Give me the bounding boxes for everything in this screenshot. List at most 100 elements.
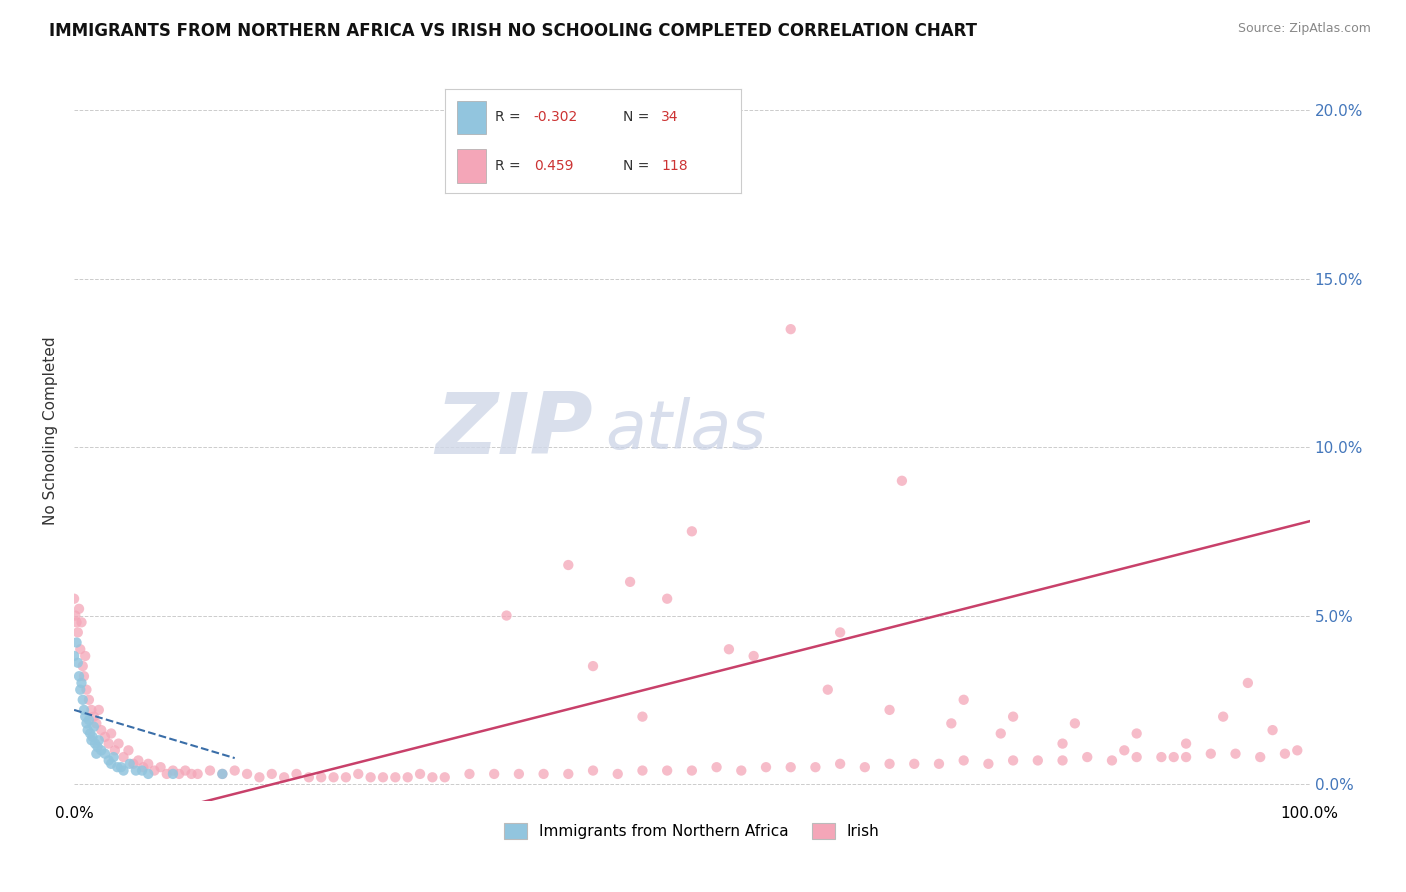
Point bbox=[84, 737, 107, 751]
Point bbox=[86, 747, 108, 761]
Point bbox=[86, 739, 108, 754]
Point bbox=[117, 743, 139, 757]
Point bbox=[69, 682, 91, 697]
Point bbox=[298, 770, 321, 784]
Point bbox=[396, 770, 419, 784]
Point bbox=[249, 770, 271, 784]
Point bbox=[73, 669, 96, 683]
Point bbox=[127, 754, 149, 768]
Point bbox=[384, 770, 406, 784]
Point bbox=[1274, 747, 1296, 761]
Point bbox=[335, 770, 357, 784]
Point bbox=[1101, 754, 1123, 768]
Point bbox=[1052, 754, 1074, 768]
Point bbox=[619, 574, 641, 589]
Point bbox=[273, 770, 295, 784]
Point bbox=[87, 703, 110, 717]
Y-axis label: No Schooling Completed: No Schooling Completed bbox=[44, 336, 58, 524]
Point bbox=[952, 693, 974, 707]
Point bbox=[79, 726, 101, 740]
Point bbox=[1286, 743, 1309, 757]
Point bbox=[409, 767, 432, 781]
Point bbox=[236, 767, 259, 781]
Point bbox=[112, 750, 135, 764]
Point bbox=[657, 591, 679, 606]
Point bbox=[90, 743, 112, 757]
Point bbox=[322, 770, 344, 784]
Point bbox=[103, 750, 125, 764]
Point bbox=[83, 720, 105, 734]
Point bbox=[742, 648, 765, 663]
Point bbox=[804, 760, 827, 774]
Point bbox=[94, 730, 117, 744]
Point bbox=[557, 767, 579, 781]
Point bbox=[97, 737, 120, 751]
Legend: Immigrants from Northern Africa, Irish: Immigrants from Northern Africa, Irish bbox=[498, 817, 886, 845]
Point bbox=[70, 615, 93, 630]
Point bbox=[198, 764, 221, 778]
Point bbox=[107, 737, 129, 751]
Point bbox=[167, 767, 190, 781]
Point bbox=[952, 754, 974, 768]
Point bbox=[1237, 676, 1260, 690]
Point bbox=[66, 656, 89, 670]
Point bbox=[75, 648, 97, 663]
Point bbox=[1125, 750, 1147, 764]
Point bbox=[309, 770, 332, 784]
Point bbox=[75, 709, 97, 723]
Point bbox=[162, 764, 184, 778]
Point bbox=[94, 747, 117, 761]
Point bbox=[187, 767, 209, 781]
Point bbox=[879, 703, 901, 717]
Point bbox=[136, 767, 159, 781]
Point bbox=[125, 764, 148, 778]
Point bbox=[458, 767, 481, 781]
Point bbox=[174, 764, 197, 778]
Point bbox=[63, 591, 86, 606]
Point bbox=[879, 756, 901, 771]
Point bbox=[779, 322, 801, 336]
Point bbox=[65, 635, 87, 649]
Point bbox=[928, 756, 950, 771]
Point bbox=[717, 642, 740, 657]
Point bbox=[1175, 737, 1198, 751]
Point bbox=[77, 693, 100, 707]
Point bbox=[853, 760, 876, 774]
Point bbox=[132, 760, 155, 774]
Point bbox=[224, 764, 246, 778]
Point bbox=[65, 608, 87, 623]
Point bbox=[156, 767, 179, 781]
Point bbox=[1150, 750, 1173, 764]
Point bbox=[105, 760, 128, 774]
Point bbox=[347, 767, 370, 781]
Point bbox=[211, 767, 233, 781]
Point bbox=[110, 760, 132, 774]
Point bbox=[1249, 750, 1271, 764]
Point bbox=[70, 676, 93, 690]
Point bbox=[1125, 726, 1147, 740]
Point bbox=[1114, 743, 1136, 757]
Point bbox=[1064, 716, 1087, 731]
Point bbox=[149, 760, 172, 774]
Point bbox=[1212, 709, 1234, 723]
Point bbox=[162, 767, 184, 781]
Point bbox=[76, 723, 98, 738]
Point bbox=[260, 767, 283, 781]
Point bbox=[136, 756, 159, 771]
Point bbox=[890, 474, 912, 488]
Point bbox=[557, 558, 579, 572]
Point bbox=[1076, 750, 1098, 764]
Point bbox=[1175, 750, 1198, 764]
Point bbox=[1026, 754, 1049, 768]
Point bbox=[371, 770, 394, 784]
Point bbox=[112, 764, 135, 778]
Point bbox=[73, 703, 96, 717]
Point bbox=[97, 754, 120, 768]
Text: atlas: atlas bbox=[606, 397, 766, 463]
Point bbox=[67, 602, 90, 616]
Point bbox=[69, 642, 91, 657]
Point bbox=[122, 756, 145, 771]
Point bbox=[990, 726, 1012, 740]
Point bbox=[100, 726, 122, 740]
Point bbox=[80, 703, 103, 717]
